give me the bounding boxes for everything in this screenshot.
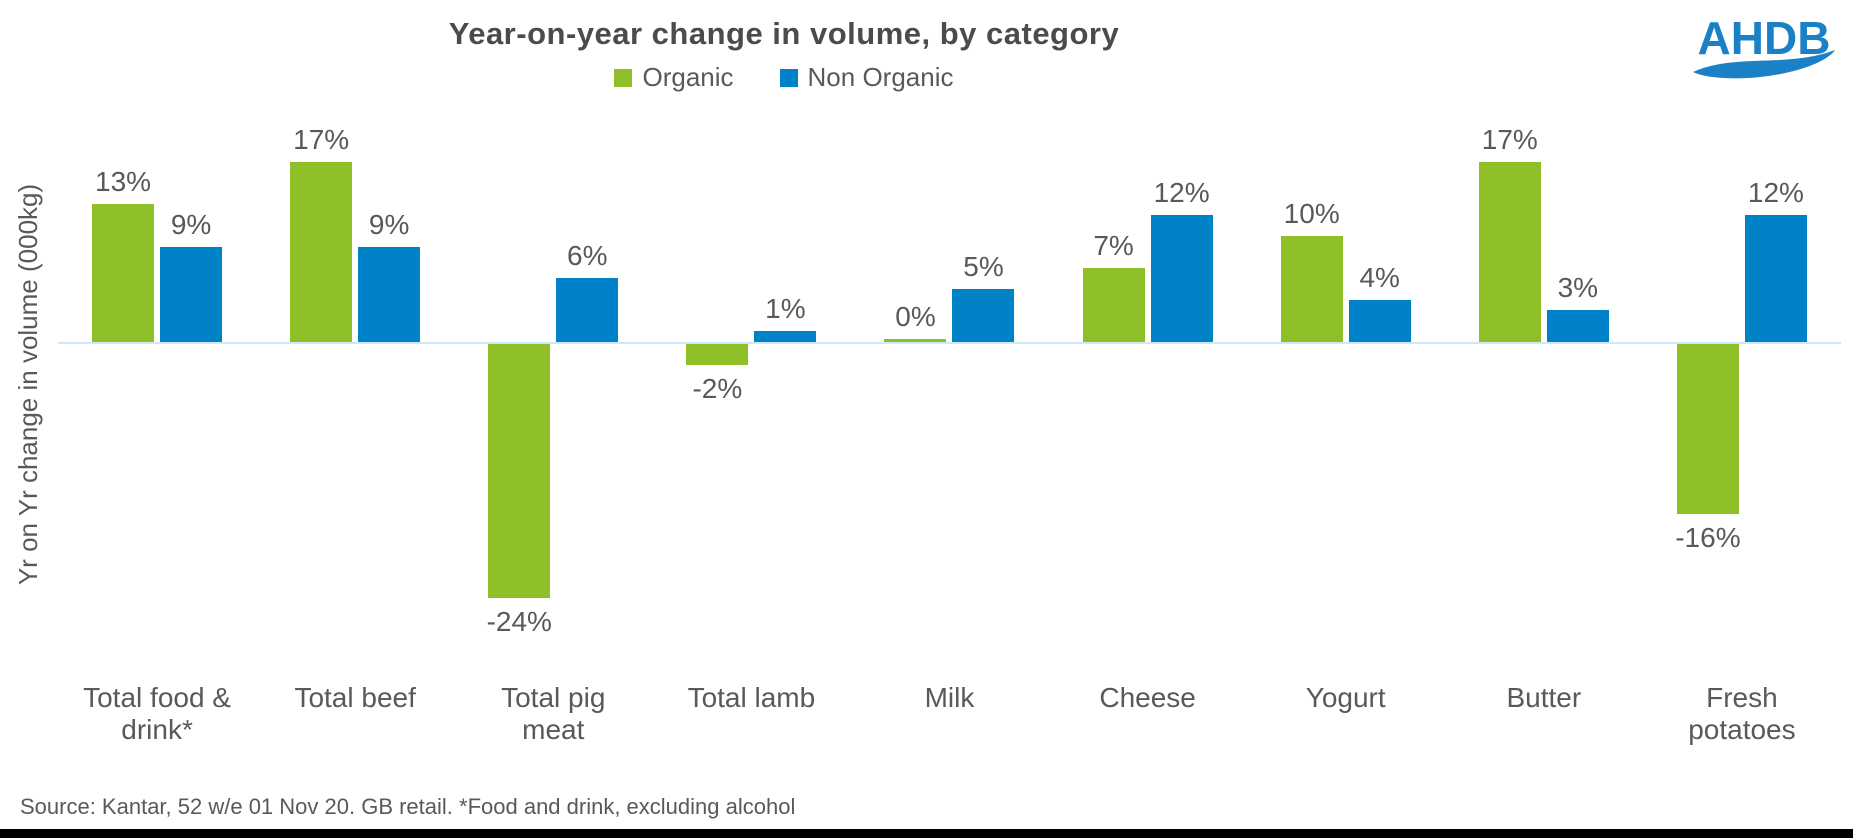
bar-group: 7% 12% [1049,97,1247,672]
category-label: Yogurt [1305,682,1386,713]
non-organic-swatch-icon [779,68,798,87]
value-label: 1% [765,293,806,325]
bar-group: 13% 9% [58,97,256,672]
bar-slot: 5% [952,97,1015,672]
bar-slot: 0% [884,97,947,672]
organic-swatch-icon [614,68,633,87]
bar-group: -16% 12% [1643,97,1841,672]
category-label: Total food & drink* [83,682,231,746]
organic-bar [1082,267,1145,342]
value-label: 5% [963,251,1004,282]
value-label: 12% [1153,176,1210,208]
organic-bar [92,204,155,342]
non-organic-bar [1348,299,1411,342]
legend-label-organic: Organic [642,62,734,92]
bar-slot: -24% [487,97,552,672]
value-label: 17% [293,123,350,155]
value-label: 10% [1283,198,1340,229]
value-label: 9% [368,208,410,240]
category-label: Milk [924,682,975,713]
non-organic-bar [160,246,223,342]
bar-slot: 4% [1348,97,1411,672]
category-label: Total pig meat [501,682,606,746]
bar-group: 17% 3% [1445,97,1643,672]
ahdb-logo: AHDB [1693,12,1835,79]
non-organic-bar [1150,214,1213,342]
ahdb-logo-text: AHDB [1698,12,1831,64]
value-label: 13% [95,166,152,198]
source-note: Source: Kantar, 52 w/e 01 Nov 20. GB ret… [20,794,796,819]
bar-slot: 1% [754,97,817,672]
value-label: 0% [895,301,936,332]
y-axis-title: Yr on Yr change in volume (000kg) [0,97,58,672]
value-label: -16% [1675,521,1741,553]
title-row: Year-on-year change in volume, by catego… [0,0,1853,52]
bar-slot: -2% [686,97,749,672]
non-organic-bar [358,246,421,342]
legend-item-non-organic: Non Organic [779,62,954,93]
bar-slot: 3% [1546,97,1609,672]
legend-label-non-organic: Non Organic [807,62,954,92]
bottom-divider-bar [0,829,1853,838]
bar-slot: 17% [290,97,353,672]
value-label: 9% [170,208,212,240]
bar-slot: 10% [1280,97,1343,672]
value-label: -2% [692,373,743,405]
bar-group: -24% 6% [454,97,652,672]
organic-bar [290,161,353,342]
organic-bar [488,344,551,599]
category-label: Cheese [1099,682,1196,713]
category-label: Total lamb [687,682,816,713]
organic-bar [884,339,947,342]
non-organic-bar [1546,310,1609,342]
ahdb-logo-wave [1693,50,1835,79]
bar-slot: 9% [358,97,421,672]
non-organic-bar [556,278,619,342]
non-organic-bar [952,289,1015,342]
x-axis-labels: Total food & drink* Total beef Total pig m… [58,682,1841,746]
value-label: -24% [486,606,552,638]
bar-slot: 6% [556,97,619,672]
organic-bar [1676,344,1739,514]
legend-item-organic: Organic [614,62,734,93]
value-label: 12% [1747,176,1804,208]
value-label: 17% [1481,123,1538,155]
bar-slot: 7% [1082,97,1145,672]
chart-title: Year-on-year change in volume, by catego… [448,16,1120,51]
bar-slot: 12% [1150,97,1213,672]
y-axis-title-text: Yr on Yr change in volume (000kg) [13,183,44,586]
plot-area: 13% 9% 17% 9% -24% 6% -2% 1% 0% 5% 7% 12% 10% 4% 17% 3%… [58,97,1841,672]
zero-axis-line [58,342,1841,344]
bar-slot: 13% [92,97,155,672]
bar-slot: 9% [160,97,223,672]
chart-area: Yr on Yr change in volume (000kg) 13% 9% 1… [0,97,1853,672]
bar-group: -2% 1% [652,97,850,672]
bar-group: 0% 5% [850,97,1048,672]
bar-slot: 12% [1744,97,1807,672]
organic-bar [686,344,749,366]
organic-bar [1478,161,1541,342]
non-organic-bar [1744,214,1807,342]
value-label: 3% [1557,272,1599,304]
bar-slot: -16% [1675,97,1741,672]
chart-legend: Organic Non Organic [0,62,1853,93]
bar-group: 10% 4% [1247,97,1445,672]
category-label: Fresh potatoes [1688,682,1796,746]
organic-bar [1280,236,1343,342]
value-label: 7% [1093,229,1134,261]
bar-slot: 17% [1478,97,1541,672]
non-organic-bar [754,331,817,342]
bar-group: 17% 9% [256,97,454,672]
category-label: Total beef [294,682,416,713]
value-label: 4% [1359,261,1400,293]
category-label: Butter [1506,682,1582,713]
value-label: 6% [567,240,608,272]
